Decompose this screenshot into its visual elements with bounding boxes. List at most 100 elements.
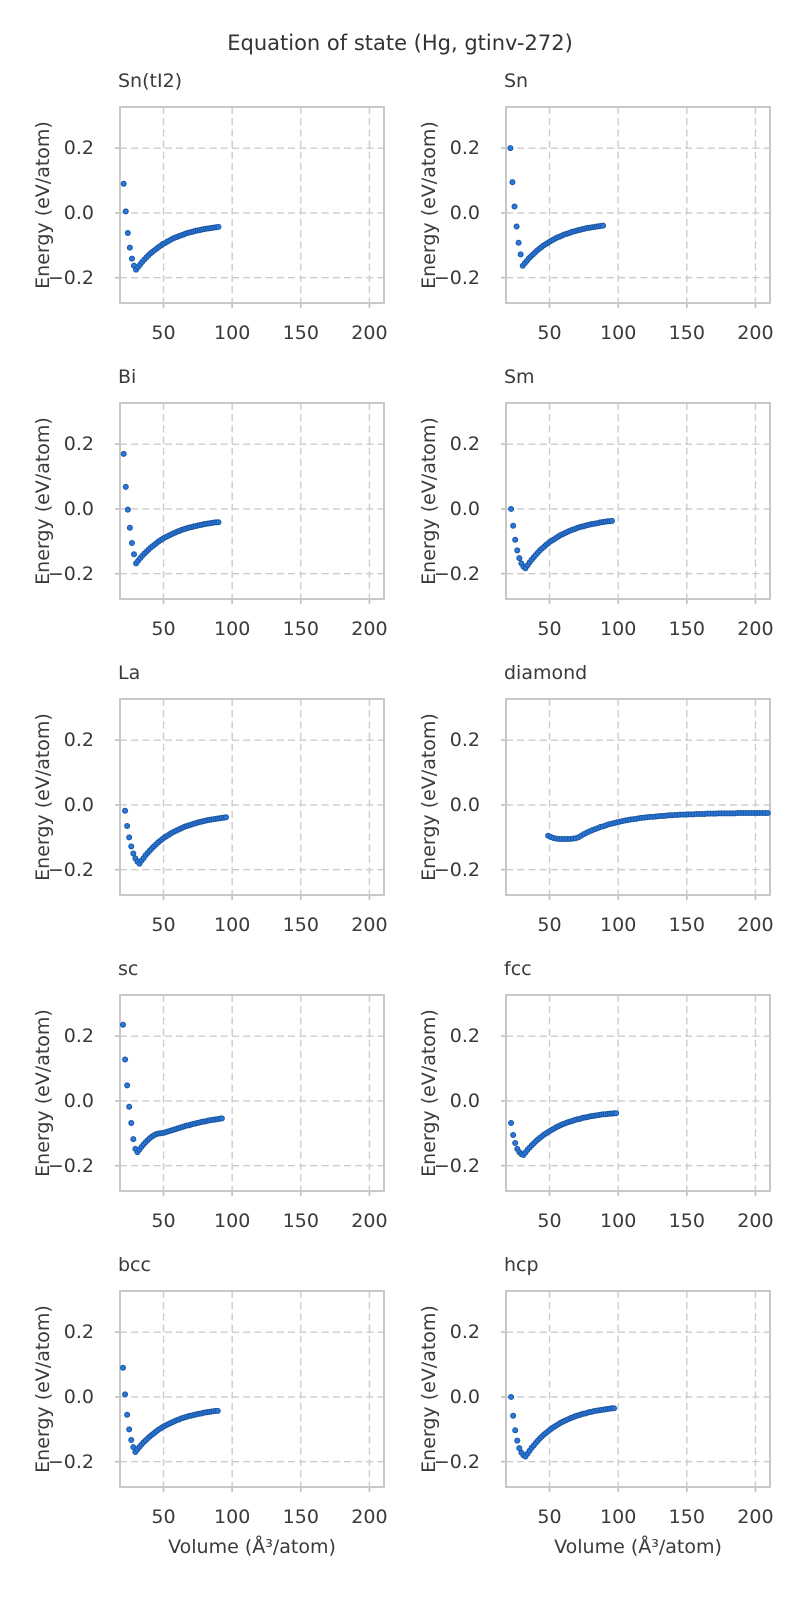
y-axis-label: Energy (eV/atom) (418, 121, 440, 289)
x-tick-label: 50 (537, 914, 562, 936)
x-tick-label: 150 (668, 1210, 705, 1232)
data-point (126, 1426, 133, 1433)
data-point (122, 807, 129, 814)
y-tick-label: 0.0 (449, 1385, 480, 1408)
subplot-title: sc (118, 958, 139, 980)
subplot-sn-ti2: Sn(tI2) Energy (eV/atom) 0.2 0.0 −0.2 50 100 15… (32, 70, 388, 344)
y-axis-label: Energy (eV/atom) (418, 417, 440, 585)
x-tick-label: 150 (668, 1506, 705, 1528)
plot-canvas (115, 698, 385, 900)
x-tick-label: 50 (151, 1210, 176, 1232)
x-tick-label: 150 (282, 1210, 319, 1232)
y-tick-label: 0.0 (63, 1089, 94, 1112)
data-point (120, 1364, 127, 1371)
data-point (124, 506, 131, 513)
x-tick-label: 200 (737, 1210, 774, 1232)
x-tick-label: 150 (668, 914, 705, 936)
y-tick-label: 0.2 (449, 137, 480, 160)
plot-frame (119, 402, 385, 600)
x-tick-label: 150 (282, 1506, 319, 1528)
subplot-title: Sn(tI2) (118, 70, 183, 92)
plot-frame (119, 994, 385, 1192)
x-axis-label: Volume (Å³/atom) (168, 1536, 336, 1558)
plot-frame (505, 106, 771, 304)
data-point (510, 1412, 517, 1419)
y-tick-label: 0.0 (63, 497, 94, 520)
y-axis-label: Energy (eV/atom) (32, 713, 54, 881)
data-point (509, 179, 516, 186)
data-point (131, 551, 137, 558)
plot-frame (505, 698, 771, 896)
x-tick-label: 50 (537, 1506, 562, 1528)
y-tick-label: −0.2 (47, 266, 94, 289)
x-tick-label: 200 (351, 1506, 388, 1528)
x-tick-label: 200 (351, 618, 388, 640)
y-tick-label: −0.2 (47, 858, 94, 881)
data-point (130, 850, 137, 857)
x-tick-label: 50 (537, 1210, 562, 1232)
y-tick-label: 0.2 (449, 1025, 480, 1048)
y-axis-label: Energy (eV/atom) (32, 1305, 54, 1473)
data-point (514, 1437, 521, 1444)
x-tick-label: 100 (214, 1506, 251, 1528)
data-points (507, 145, 607, 269)
y-tick-label: 0.0 (449, 793, 480, 816)
x-tick-label: 200 (737, 914, 774, 936)
x-tick-label: 200 (737, 322, 774, 344)
data-point (510, 522, 517, 529)
y-tick-label: −0.2 (433, 1154, 480, 1177)
y-tick-label: 0.2 (449, 433, 480, 456)
data-point (517, 251, 524, 258)
data-point (513, 223, 520, 230)
data-points (120, 1021, 225, 1156)
data-point (608, 517, 615, 524)
data-point (508, 1393, 515, 1400)
data-point (512, 1140, 519, 1147)
subplot-la: La Energy (eV/atom) 0.2 0.0 −0.2 50 100 150 200 (32, 662, 388, 936)
data-point (130, 1136, 137, 1143)
data-point (126, 834, 133, 841)
x-tick-label: 50 (151, 322, 176, 344)
x-tick-label: 200 (351, 914, 388, 936)
y-axis-label: Energy (eV/atom) (32, 417, 54, 585)
data-point (126, 244, 133, 251)
plot-canvas (115, 402, 385, 604)
data-point (508, 505, 515, 512)
x-tick-label: 150 (282, 914, 319, 936)
y-axis-label: Energy (eV/atom) (418, 713, 440, 881)
data-point (122, 1391, 129, 1398)
y-tick-label: −0.2 (433, 562, 480, 585)
x-tick-label: 200 (351, 1210, 388, 1232)
data-point (512, 1427, 519, 1434)
plot-canvas (501, 1290, 771, 1492)
y-tick-label: 0.0 (63, 793, 94, 816)
x-tick-label: 100 (600, 914, 637, 936)
data-point (600, 222, 607, 229)
data-point (507, 145, 514, 152)
data-points (545, 810, 771, 842)
data-points (508, 1110, 620, 1159)
subplot-title: Sm (504, 366, 535, 388)
data-point (122, 483, 129, 490)
y-axis-label: Energy (eV/atom) (32, 1009, 54, 1177)
y-tick-label: 0.2 (63, 1321, 94, 1344)
y-tick-label: 0.2 (63, 433, 94, 456)
plot-canvas (501, 698, 771, 900)
x-tick-label: 100 (214, 1210, 251, 1232)
data-point (128, 255, 135, 262)
x-tick-label: 150 (668, 322, 705, 344)
x-tick-label: 200 (351, 322, 388, 344)
y-tick-label: −0.2 (47, 1154, 94, 1177)
x-tick-label: 100 (600, 618, 637, 640)
data-point (124, 1082, 131, 1089)
data-point (128, 1119, 135, 1126)
x-tick-label: 50 (537, 322, 562, 344)
y-tick-label: 0.2 (449, 729, 480, 752)
x-tick-label: 100 (600, 1506, 637, 1528)
subplot-bi: Bi Energy (eV/atom) 0.2 0.0 −0.2 50 100 150 200 (32, 366, 388, 640)
data-point (218, 1115, 225, 1122)
subplot-title: Bi (118, 366, 137, 388)
plot-frame (505, 402, 771, 600)
data-point (128, 539, 135, 546)
y-tick-label: 0.2 (449, 1321, 480, 1344)
